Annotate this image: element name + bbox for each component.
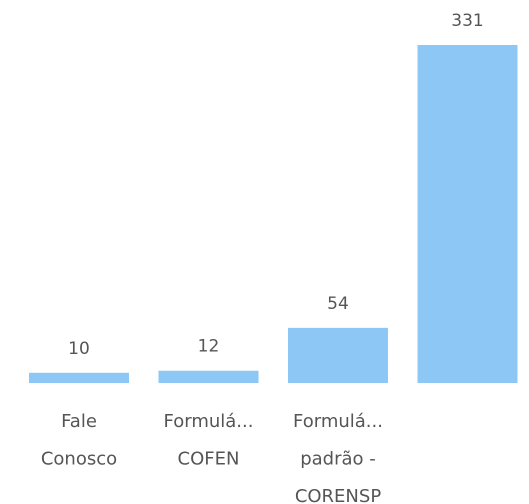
bar	[29, 372, 129, 383]
x-tick-label-line: CORENSP	[295, 486, 382, 504]
bar	[417, 45, 518, 383]
x-tick-label-line: Formulá...	[164, 411, 254, 432]
bar	[288, 327, 388, 383]
bar	[158, 370, 259, 383]
x-tick-label: Fale Conosco	[41, 411, 117, 470]
x-tick-label-line: Formulá...	[293, 411, 383, 432]
value-label: 331	[451, 11, 483, 31]
value-label: 12	[198, 337, 220, 357]
x-tick-label-line: Fale	[61, 411, 97, 432]
value-label: 54	[327, 294, 349, 314]
x-tick-label-line: COFEN	[178, 449, 240, 470]
x-tick-label: Formulá... padrão - CORENSP	[293, 411, 383, 504]
value-label: 10	[68, 339, 90, 359]
x-tick-label-line: padrão -	[300, 449, 376, 470]
x-tick-label: Formulá... COFEN	[164, 411, 254, 470]
x-tick-label-line: Conosco	[41, 449, 117, 470]
